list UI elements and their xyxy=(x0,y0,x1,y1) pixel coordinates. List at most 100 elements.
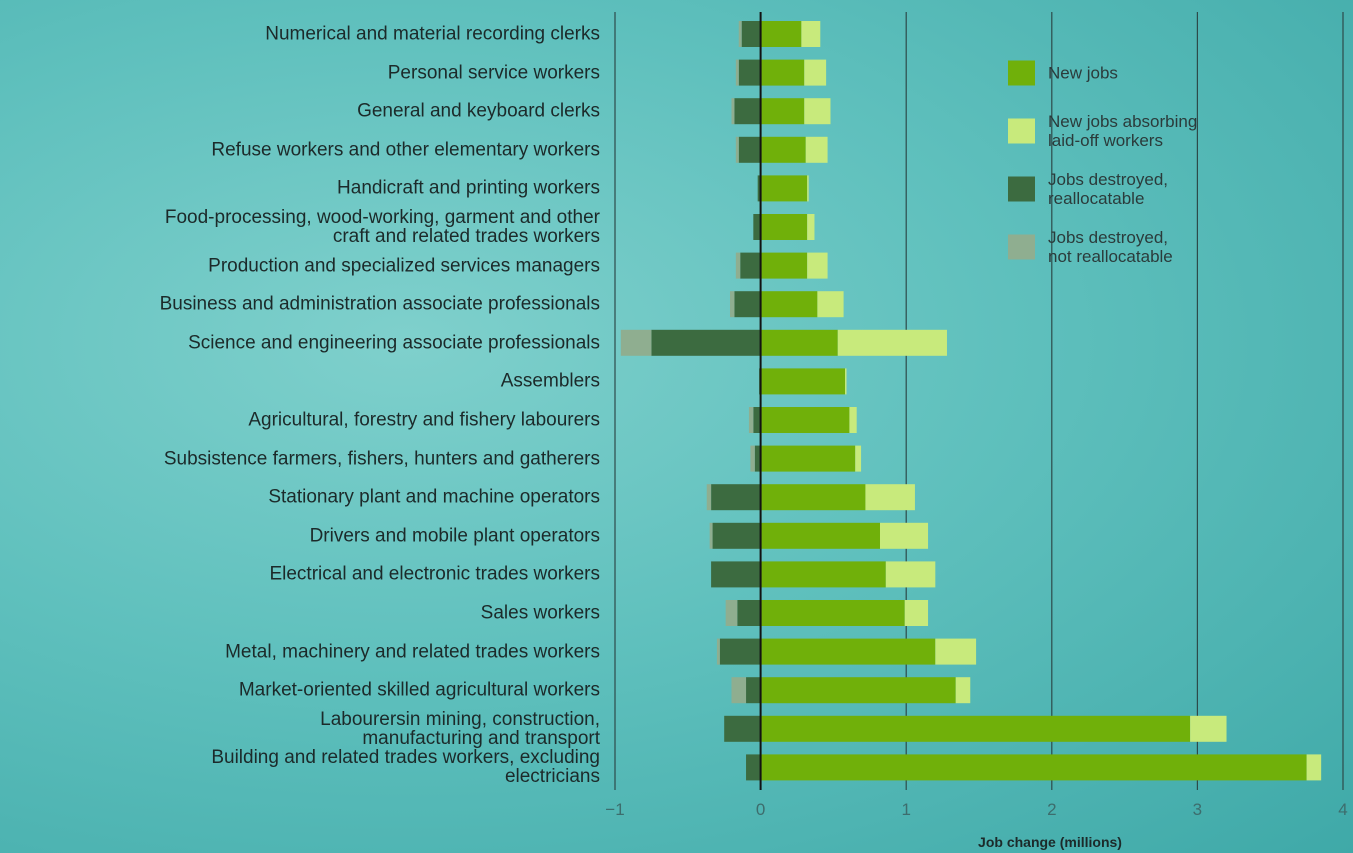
bar-segment xyxy=(761,716,1191,742)
category-label: Numerical and material recording clerks xyxy=(265,25,600,44)
bar-segment xyxy=(753,214,760,240)
category-label: Personal service workers xyxy=(388,63,600,82)
bar-segment xyxy=(817,291,843,317)
bar-segment xyxy=(753,407,760,433)
bar-segment xyxy=(736,253,740,279)
chart: Job change (millions) −1 0 1 2 3 4 Numerical a… xyxy=(0,0,1353,853)
bar-segment xyxy=(726,600,738,626)
bar-segment xyxy=(806,137,828,163)
bar-segment xyxy=(761,175,808,201)
category-label: Stationary plant and machine operators xyxy=(268,488,600,507)
bar-segment xyxy=(731,677,746,703)
bar-segment xyxy=(956,677,971,703)
category-label: Drivers and mobile plant operators xyxy=(310,526,600,545)
x-tick-label: 4 xyxy=(1338,800,1347,820)
bar-segment xyxy=(886,561,936,587)
category-label: Market-oriented skilled agricultural wor… xyxy=(239,681,600,700)
bar-segment xyxy=(761,21,802,47)
category-label: Building and related trades workers, exc… xyxy=(211,748,600,786)
bar-segment xyxy=(905,600,928,626)
bar-segment xyxy=(761,98,805,124)
bar-segment xyxy=(807,175,808,201)
legend-swatch xyxy=(1008,235,1035,260)
bar-segment xyxy=(711,561,761,587)
bar-segment xyxy=(749,407,753,433)
legend-label: Jobs destroyed, not reallocatable xyxy=(1048,228,1173,266)
category-label: Business and administration associate pr… xyxy=(160,295,600,314)
bar-segment xyxy=(761,330,838,356)
x-tick-label: 3 xyxy=(1193,800,1202,820)
bar-segment xyxy=(761,368,845,394)
bar-segment xyxy=(740,253,760,279)
bar-segment xyxy=(761,561,886,587)
bar-segment xyxy=(761,754,1307,780)
bar-segment xyxy=(739,21,742,47)
bar-segment xyxy=(761,484,866,510)
x-tick-label: 1 xyxy=(901,800,910,820)
bar-segment xyxy=(761,214,808,240)
x-axis-label: Job change (millions) xyxy=(978,834,1122,850)
legend-label: Jobs destroyed, reallocatable xyxy=(1048,170,1168,208)
bar-segment xyxy=(651,330,760,356)
bar-segment xyxy=(720,639,761,665)
bar-segment xyxy=(707,484,711,510)
category-label: Food-processing, wood-working, garment a… xyxy=(165,208,600,246)
bar-segment xyxy=(731,98,734,124)
bar-segment xyxy=(734,98,760,124)
legend-swatch xyxy=(1008,119,1035,144)
bar-segment xyxy=(761,677,956,703)
bar-segment xyxy=(761,60,805,86)
category-label: Science and engineering associate profes… xyxy=(188,333,600,352)
bar-segment xyxy=(739,137,761,163)
category-label: Sales workers xyxy=(481,604,600,623)
category-label: Agricultural, forestry and fishery labou… xyxy=(248,411,600,430)
bar-segment xyxy=(736,60,739,86)
bar-segment xyxy=(761,291,818,317)
bar-segment xyxy=(711,484,761,510)
bar-segment xyxy=(761,253,808,279)
category-label: Production and specialized services mana… xyxy=(208,256,600,275)
bar-segment xyxy=(724,716,760,742)
bar-segment xyxy=(935,639,976,665)
category-label: Metal, machinery and related trades work… xyxy=(225,642,600,661)
category-label: Handicraft and printing workers xyxy=(337,179,600,198)
bar-segment xyxy=(742,21,761,47)
category-label: Subsistence farmers, fishers, hunters an… xyxy=(164,449,600,468)
bar-segment xyxy=(761,407,850,433)
bar-segment xyxy=(750,446,754,472)
x-tick-label: −1 xyxy=(605,800,624,820)
bar-segment xyxy=(746,677,761,703)
bar-segment xyxy=(734,291,760,317)
bar-segment xyxy=(737,600,760,626)
legend-swatch xyxy=(1008,177,1035,202)
x-tick-label: 0 xyxy=(756,800,765,820)
bar-segment xyxy=(804,98,830,124)
bar-segment xyxy=(730,291,734,317)
bar-segment xyxy=(865,484,915,510)
bar-segment xyxy=(761,639,936,665)
legend-label: New jobs absorbing laid-off workers xyxy=(1048,112,1197,150)
category-label: Refuse workers and other elementary work… xyxy=(211,140,600,159)
legend-swatch xyxy=(1008,61,1035,86)
bar-segment xyxy=(717,639,720,665)
bar-segment xyxy=(761,137,806,163)
bar-segment xyxy=(739,60,761,86)
category-label: Assemblers xyxy=(501,372,600,391)
bar-segment xyxy=(710,523,713,549)
bar-segment xyxy=(746,754,761,780)
bar-segment xyxy=(761,600,905,626)
bar-segment xyxy=(801,21,820,47)
bar-segment xyxy=(807,214,814,240)
bar-segment xyxy=(761,446,856,472)
bar-segment xyxy=(713,523,761,549)
bar-segment xyxy=(1307,754,1322,780)
category-label: General and keyboard clerks xyxy=(357,102,600,121)
bar-segment xyxy=(807,253,827,279)
bar-segment xyxy=(804,60,826,86)
bar-segment xyxy=(736,137,739,163)
bar-segment xyxy=(880,523,928,549)
bar-segment xyxy=(855,446,861,472)
category-label: Labourersin mining, construction, manufa… xyxy=(320,710,600,748)
legend-label: New jobs xyxy=(1048,64,1118,83)
x-tick-label: 2 xyxy=(1047,800,1056,820)
